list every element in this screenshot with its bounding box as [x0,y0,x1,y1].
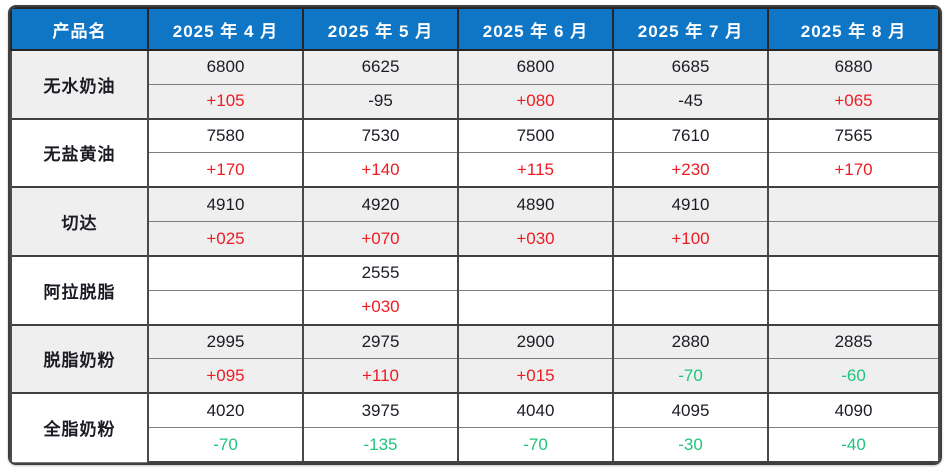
change-cell: +170 [767,152,940,189]
price-cell [767,254,940,291]
price-cell: 2885 [767,323,940,360]
change-cell: +170 [147,152,304,189]
change-cell: -70 [457,427,614,463]
change-cell: -135 [302,427,459,463]
product-name-cell: 无水奶油 [10,49,149,120]
price-cell: 7565 [767,117,940,154]
price-cell: 2995 [147,323,304,360]
price-cell: 4020 [147,392,304,429]
change-cell: +070 [302,221,459,257]
price-cell: 6800 [457,48,614,85]
price-cell: 4910 [147,186,304,223]
price-cell: 2900 [457,323,614,360]
change-cell: -45 [612,84,769,120]
price-cell: 4890 [457,186,614,223]
price-cell: 7580 [147,117,304,154]
change-cell: -70 [612,358,769,395]
price-table-card: 产品名 2025 年 4 月 2025 年 5 月 2025 年 6 月 202… [8,5,942,465]
price-cell: 4040 [457,392,614,429]
price-cell [147,254,304,291]
change-cell [457,290,614,326]
price-cell [767,186,940,223]
price-cell: 6625 [302,48,459,85]
change-cell: +140 [302,152,459,189]
column-header-month-2: 2025 年 5 月 [302,7,459,51]
column-header-product: 产品名 [10,7,149,51]
change-cell: +015 [457,358,614,395]
change-cell: -40 [767,427,940,463]
price-cell: 7610 [612,117,769,154]
price-cell [612,254,769,291]
price-cell: 2880 [612,323,769,360]
change-cell [767,221,940,257]
table-row-price-5: 全脂奶粉 4020 3975 4040 4095 4090 [10,392,940,463]
table-row-change-1: +170 +140 +115 +230 +170 [11,152,940,189]
change-cell: +230 [612,152,769,189]
change-cell: +105 [147,84,304,120]
change-cell: +030 [302,290,459,326]
price-cell: 7530 [302,117,459,154]
table-row-change-4: +095 +110 +015 -70 -60 [11,358,940,395]
column-header-month-5: 2025 年 8 月 [767,7,940,51]
price-cell: 7500 [457,117,614,154]
table-row-price-2: 切达 4910 4920 4890 4910 [10,186,940,257]
product-name-cell: 脱脂奶粉 [10,323,149,394]
table-row-change-5: -70 -135 -70 -30 -40 [11,427,940,463]
product-name-cell: 全脂奶粉 [10,392,149,463]
product-name-cell: 切达 [10,186,149,257]
price-cell: 4095 [612,392,769,429]
change-cell: -60 [767,358,940,395]
change-cell [147,290,304,326]
price-table: 产品名 2025 年 4 月 2025 年 5 月 2025 年 6 月 202… [10,7,940,463]
change-cell: +115 [457,152,614,189]
price-cell [457,254,614,291]
table-row-price-1: 无盐黄油 7580 7530 7500 7610 7565 [10,117,940,188]
table-row-change-3: +030 [11,290,940,326]
product-name-cell: 阿拉脱脂 [10,254,149,326]
change-cell: +100 [612,221,769,257]
change-cell [612,290,769,326]
column-header-month-3: 2025 年 6 月 [457,7,614,51]
column-header-month-4: 2025 年 7 月 [612,7,769,51]
change-cell: +110 [302,358,459,395]
column-header-month-1: 2025 年 4 月 [147,7,304,51]
table-row-price-4: 脱脂奶粉 2995 2975 2900 2880 2885 [10,323,940,394]
price-cell: 6880 [767,48,940,85]
price-cell: 2975 [302,323,459,360]
change-cell: -70 [147,427,304,463]
table-row-price-0: 无水奶油 6800 6625 6800 6685 6880 [10,48,940,120]
price-cell: 4910 [612,186,769,223]
price-cell: 4920 [302,186,459,223]
product-name-cell: 无盐黄油 [10,117,149,188]
table-row-price-3: 阿拉脱脂 2555 [10,254,940,326]
table-row-change-2: +025 +070 +030 +100 [11,221,940,257]
table-row-change-0: +105 -95 +080 -45 +065 [11,84,940,120]
change-cell: +080 [457,84,614,120]
price-cell: 2555 [302,254,459,291]
change-cell: -95 [302,84,459,120]
price-cell: 4090 [767,392,940,429]
change-cell: -30 [612,427,769,463]
price-cell: 6800 [147,48,304,85]
change-cell: +030 [457,221,614,257]
change-cell: +065 [767,84,940,120]
change-cell [767,290,940,326]
table-body: 无水奶油 6800 6625 6800 6685 6880 +105 -95 +080 -45 +0… [10,48,940,463]
change-cell: +095 [147,358,304,395]
price-cell: 3975 [302,392,459,429]
header-row: 产品名 2025 年 4 月 2025 年 5 月 2025 年 6 月 202… [10,7,940,51]
price-cell: 6685 [612,48,769,85]
change-cell: +025 [147,221,304,257]
